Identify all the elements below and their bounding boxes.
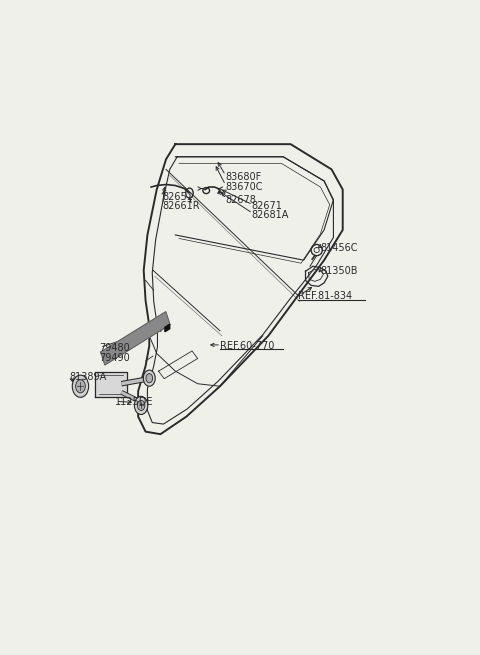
Text: 83670C: 83670C <box>226 181 263 191</box>
Text: 83680F: 83680F <box>226 172 262 182</box>
Circle shape <box>144 370 155 386</box>
Polygon shape <box>165 324 170 332</box>
Text: 81456C: 81456C <box>321 242 358 253</box>
Text: 82661R: 82661R <box>162 200 200 211</box>
Text: 79480: 79480 <box>99 343 130 354</box>
Text: 82651: 82651 <box>162 192 193 202</box>
Circle shape <box>146 373 153 383</box>
Text: 82678: 82678 <box>226 195 256 204</box>
Circle shape <box>134 396 148 415</box>
Text: 82681A: 82681A <box>252 210 289 220</box>
Text: REF.60-770: REF.60-770 <box>220 341 275 351</box>
Text: 79490: 79490 <box>99 352 130 362</box>
Circle shape <box>76 380 85 393</box>
Polygon shape <box>101 312 170 365</box>
Text: 1125DE: 1125DE <box>115 398 154 407</box>
Text: 81389A: 81389A <box>69 372 107 382</box>
Polygon shape <box>96 372 127 398</box>
Text: 82671: 82671 <box>252 200 282 211</box>
Circle shape <box>137 400 145 411</box>
Text: 81350B: 81350B <box>321 267 358 276</box>
Circle shape <box>72 375 89 398</box>
Text: REF.81-834: REF.81-834 <box>298 291 352 301</box>
